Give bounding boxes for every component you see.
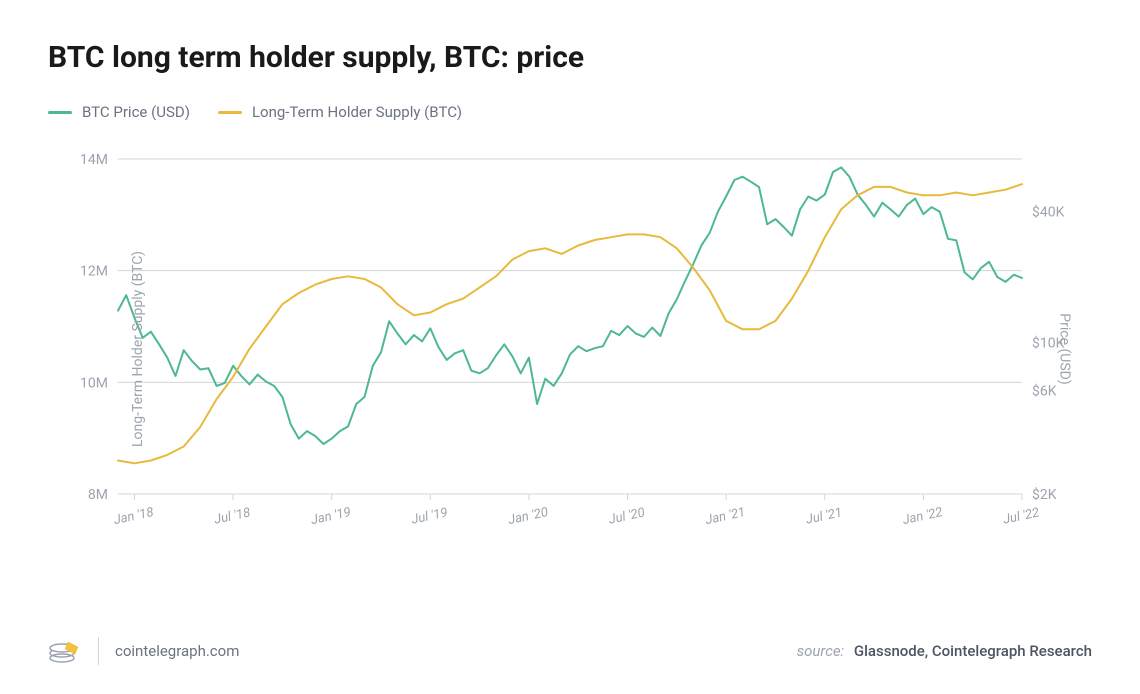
svg-text:Jan '18: Jan '18 xyxy=(112,505,155,528)
legend-item-price: BTC Price (USD) xyxy=(48,103,190,121)
footer: cointelegraph.com source: Glassnode, Coi… xyxy=(48,636,1092,666)
footer-divider xyxy=(98,637,99,665)
svg-text:$6K: $6K xyxy=(1032,382,1057,399)
svg-text:Jan '20: Jan '20 xyxy=(507,505,550,528)
legend-swatch-price xyxy=(48,111,72,114)
legend-label-price: BTC Price (USD) xyxy=(82,103,190,121)
legend-swatch-supply xyxy=(218,111,242,114)
source-label: source: xyxy=(797,642,845,660)
chart-area: Long-Term Holder Supply (BTC) Price (USD… xyxy=(48,149,1092,549)
svg-text:Jan '21: Jan '21 xyxy=(704,505,747,528)
chart-title: BTC long term holder supply, BTC: price xyxy=(48,40,1092,75)
svg-text:14M: 14M xyxy=(80,152,108,168)
legend: BTC Price (USD) Long-Term Holder Supply … xyxy=(48,103,1092,121)
svg-text:Jul '18: Jul '18 xyxy=(213,505,252,527)
y-axis-right-label: Price (USD) xyxy=(1056,313,1072,384)
footer-source: source: Glassnode, Cointelegraph Researc… xyxy=(797,642,1092,660)
footer-site: cointelegraph.com xyxy=(115,642,239,660)
svg-text:12M: 12M xyxy=(80,264,108,280)
svg-text:Jul '19: Jul '19 xyxy=(410,505,449,527)
svg-text:Jan '22: Jan '22 xyxy=(901,505,944,528)
footer-left: cointelegraph.com xyxy=(48,636,239,666)
svg-text:Jul '21: Jul '21 xyxy=(805,505,844,527)
logo-icon xyxy=(48,636,82,666)
svg-text:Jan '19: Jan '19 xyxy=(310,505,353,528)
legend-item-supply: Long-Term Holder Supply (BTC) xyxy=(218,103,462,121)
svg-text:Jul '22: Jul '22 xyxy=(1002,505,1041,527)
legend-label-supply: Long-Term Holder Supply (BTC) xyxy=(252,103,462,121)
svg-text:8M: 8M xyxy=(88,487,108,503)
chart-svg: 8M10M12M14M$2K$6K$10K$40KJan '18Jul '18J… xyxy=(48,149,1092,549)
source-name: Glassnode, Cointelegraph Research xyxy=(854,642,1092,660)
svg-text:10M: 10M xyxy=(80,375,108,391)
svg-text:$2K: $2K xyxy=(1032,486,1057,503)
svg-text:Jul '20: Jul '20 xyxy=(607,505,646,527)
svg-text:$40K: $40K xyxy=(1032,204,1065,221)
y-axis-left-label: Long-Term Holder Supply (BTC) xyxy=(130,251,146,447)
